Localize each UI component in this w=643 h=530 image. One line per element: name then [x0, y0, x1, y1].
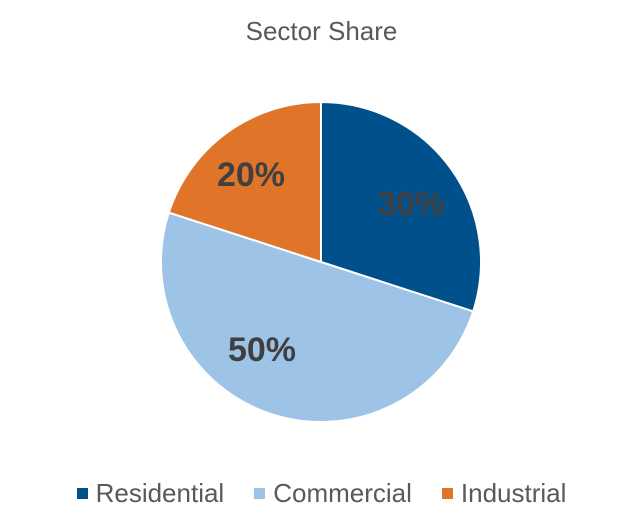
legend-item-industrial: Industrial	[441, 478, 567, 509]
pie-slice-commercial	[160, 211, 475, 423]
legend-swatch-industrial	[441, 488, 453, 499]
legend-item-commercial: Commercial	[254, 478, 412, 509]
chart-title: Sector Share	[245, 16, 398, 46]
legend-item-residential: Residential	[76, 478, 225, 509]
data-label-residential: 30%	[377, 185, 445, 223]
chart-legend: Residential Commercial Industrial	[0, 478, 643, 509]
data-label-commercial: 50%	[228, 331, 296, 369]
legend-label-industrial: Industrial	[460, 478, 567, 508]
data-label-industrial: 20%	[217, 156, 285, 194]
legend-swatch-residential	[76, 488, 88, 499]
pie-slice-residential	[320, 100, 482, 313]
legend-label-residential: Residential	[95, 478, 225, 508]
pie-slice-industrial	[167, 100, 322, 264]
legend-label-commercial: Commercial	[273, 478, 412, 508]
legend-swatch-commercial	[254, 488, 266, 499]
